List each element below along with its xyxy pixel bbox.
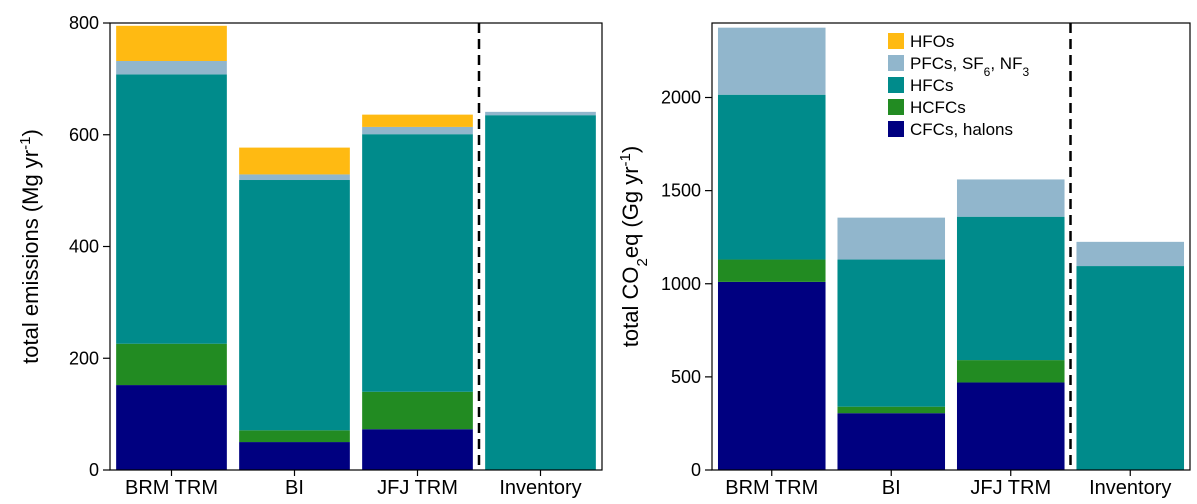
- bar-bi-pfcs-sf6-nf3: [837, 217, 946, 260]
- bar-brm-trm-hcfcs: [116, 343, 227, 386]
- bar-brm-trm-hfcs: [116, 74, 227, 344]
- y-tick-label: 600: [69, 125, 99, 145]
- bar-bi-cfcs-halons: [239, 442, 350, 470]
- bar-brm-trm-hcfcs: [717, 259, 826, 282]
- bar-brm-trm-hfcs: [717, 94, 826, 260]
- right-panel-co2eq: 0 500 1000 1500 2000 BRM TRM BI JFJ TRM Inventor…: [617, 22, 1191, 499]
- plot-frame: [711, 22, 1191, 471]
- legend-label-cfcs: CFCs, halons: [910, 120, 1013, 139]
- legend-swatch-pfcs: [888, 55, 904, 71]
- y-tick-label: 1500: [661, 181, 701, 201]
- y-tick-label: 400: [69, 237, 99, 257]
- x-tick-label-bi: BI: [882, 477, 901, 499]
- x-tick-label-jfj-trm: JFJ TRM: [377, 477, 458, 499]
- bar-brm-trm-cfcs-halons: [717, 281, 826, 470]
- y-tick-label: 800: [69, 13, 99, 33]
- bar-brm-trm-pfcs-sf6-nf3: [717, 27, 826, 95]
- bar-brm-trm-hfos: [116, 25, 227, 61]
- bar-bi-pfcs-sf6-nf3: [239, 174, 350, 181]
- bar-jfj-trm-hfos: [362, 114, 473, 127]
- y-tick-label: 0: [691, 460, 701, 480]
- bar-inventory-hfcs: [1076, 266, 1185, 470]
- y-tick-label: 1000: [661, 274, 701, 294]
- bar-inventory-pfcs-sf6-nf3: [485, 111, 596, 116]
- legend-swatch-cfcs: [888, 121, 904, 137]
- x-tick-label-brm-trm: BRM TRM: [125, 477, 218, 499]
- bar-inventory-hfcs: [485, 115, 596, 470]
- legend-label-hfcs: HFCs: [910, 76, 953, 95]
- bar-bi-hfcs: [837, 259, 946, 407]
- y-tick-label: 200: [69, 348, 99, 368]
- bar-bi-cfcs-halons: [837, 413, 946, 470]
- y-tick-label: 2000: [661, 88, 701, 108]
- x-tick-label-brm-trm: BRM TRM: [725, 477, 818, 499]
- bar-bi-hfcs: [239, 180, 350, 431]
- bar-brm-trm-pfcs-sf6-nf3: [116, 61, 227, 75]
- y-axis-title: total emissions (Mg yr-1): [17, 129, 44, 364]
- bar-bi-hcfcs: [837, 406, 946, 414]
- bar-jfj-trm-hfcs: [362, 134, 473, 392]
- bar-jfj-trm-cfcs-halons: [956, 382, 1065, 470]
- left-panel-emissions: 0 200 400 600 800 BRM TRM BI JFJ TRM Inventory to…: [17, 13, 603, 499]
- y-tick-label: 0: [89, 460, 99, 480]
- bar-jfj-trm-hcfcs: [956, 360, 1065, 383]
- bar-jfj-trm-hfcs: [956, 216, 1065, 361]
- bar-jfj-trm-hcfcs: [362, 391, 473, 430]
- x-tick-label-jfj-trm: JFJ TRM: [970, 477, 1051, 499]
- x-tick-label-inventory: Inventory: [499, 477, 581, 499]
- bar-bi-hfos: [239, 147, 350, 175]
- bar-jfj-trm-pfcs-sf6-nf3: [362, 126, 473, 135]
- bar-bi-hcfcs: [239, 430, 350, 443]
- legend-swatch-hcfcs: [888, 99, 904, 115]
- bar-jfj-trm-pfcs-sf6-nf3: [956, 179, 1065, 217]
- legend-swatch-hfcs: [888, 77, 904, 93]
- x-tick-label-bi: BI: [285, 477, 304, 499]
- bar-jfj-trm-cfcs-halons: [362, 429, 473, 470]
- x-tick-label-inventory: Inventory: [1089, 477, 1171, 499]
- legend-label-hfos: HFOs: [910, 32, 954, 51]
- bar-brm-trm-cfcs-halons: [116, 385, 227, 470]
- y-axis-title: total CO2eq (Gg yr-1): [617, 146, 651, 347]
- bar-inventory-pfcs-sf6-nf3: [1076, 241, 1185, 267]
- y-tick-label: 500: [671, 367, 701, 387]
- legend-swatch-hfos: [888, 33, 904, 49]
- legend-label-hcfcs: HCFCs: [910, 98, 966, 117]
- legend-label-pfcs: PFCs, SF6, NF3: [910, 54, 1029, 79]
